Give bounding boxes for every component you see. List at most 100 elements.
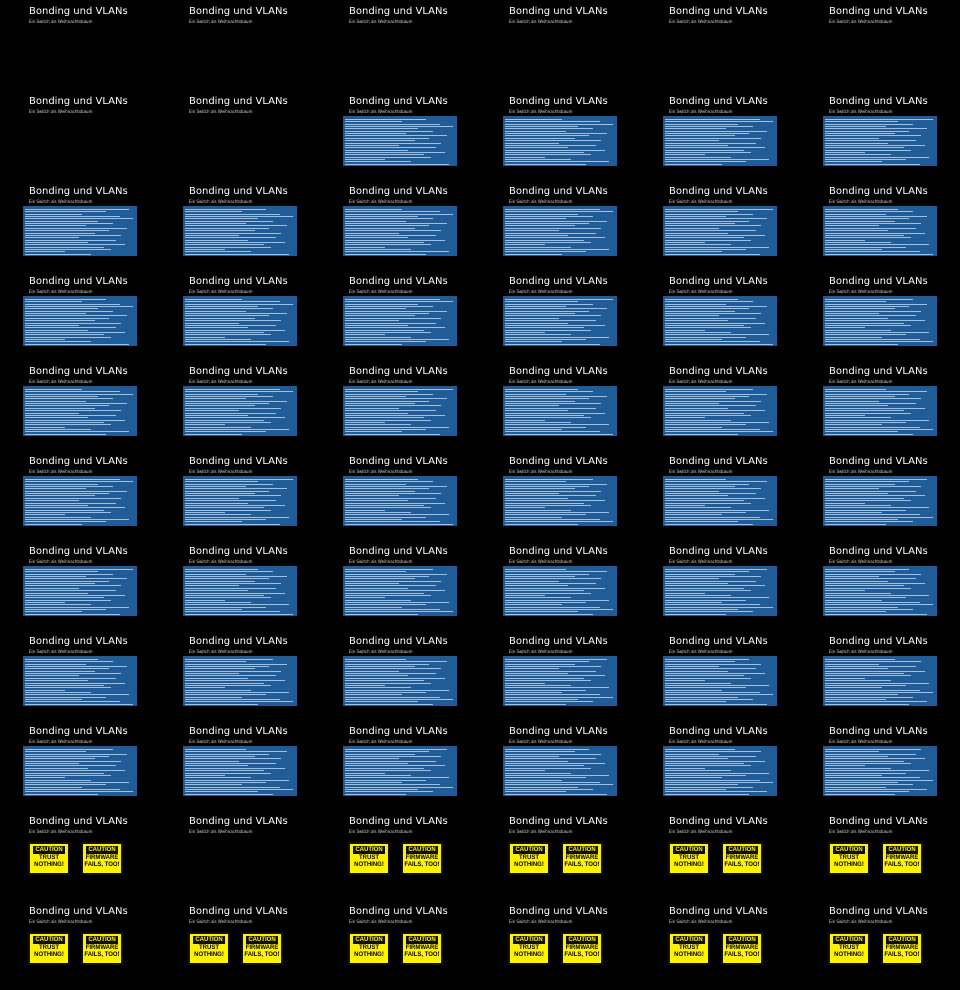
log-line bbox=[825, 410, 904, 412]
slide-thumbnail[interactable]: Bonding und VLANs Ein Switch als Weihnach… bbox=[160, 270, 320, 360]
slide-thumbnail[interactable]: Bonding und VLANs Ein Switch als Weihnach… bbox=[320, 810, 480, 900]
slide-thumbnail[interactable]: Bonding und VLANs Ein Switch als Weihnach… bbox=[320, 270, 480, 360]
slide-subtitle: Ein Switch als Weihnachtsbaum bbox=[349, 379, 413, 384]
slide-thumbnail[interactable]: Bonding und VLANs Ein Switch als Weihnach… bbox=[640, 270, 800, 360]
log-line bbox=[25, 426, 65, 428]
slide-thumbnail[interactable]: Bonding und VLANs Ein Switch als Weihnach… bbox=[0, 360, 160, 450]
slide-thumbnail[interactable]: Bonding und VLANs Ein Switch als Weihnach… bbox=[640, 360, 800, 450]
slide-thumbnail[interactable]: Bonding und VLANs Ein Switch als Weihnach… bbox=[480, 630, 640, 720]
slide-thumbnail[interactable]: Bonding und VLANs Ein Switch als Weihnach… bbox=[0, 180, 160, 270]
slide-thumbnail[interactable]: Bonding und VLANs Ein Switch als Weihnach… bbox=[320, 0, 480, 90]
slide-thumbnail[interactable]: Bonding und VLANs Ein Switch als Weihnach… bbox=[480, 270, 640, 360]
slide-thumbnail[interactable]: Bonding und VLANs Ein Switch als Weihnach… bbox=[320, 450, 480, 540]
log-line bbox=[505, 580, 559, 582]
log-line bbox=[345, 756, 441, 758]
slide-thumbnail[interactable]: Bonding und VLANs Ein Switch als Weihnach… bbox=[480, 450, 640, 540]
log-line bbox=[345, 590, 445, 592]
slide-thumbnail[interactable]: Bonding und VLANs Ein Switch als Weihnach… bbox=[160, 810, 320, 900]
log-line bbox=[185, 308, 273, 310]
slide-thumbnail[interactable]: Bonding und VLANs Ein Switch als Weihnach… bbox=[0, 810, 160, 900]
slide-thumbnail[interactable]: Bonding und VLANs Ein Switch als Weihnach… bbox=[640, 180, 800, 270]
slide-thumbnail[interactable]: Bonding und VLANs Ein Switch als Weihnach… bbox=[640, 90, 800, 180]
slide-thumbnail[interactable]: Bonding und VLANs Ein Switch als Weihnach… bbox=[800, 90, 960, 180]
slide-thumbnail[interactable]: Bonding und VLANs Ein Switch als Weihnach… bbox=[640, 900, 800, 990]
slide-thumbnail[interactable]: Bonding und VLANs Ein Switch als Weihnach… bbox=[320, 180, 480, 270]
slide-thumbnail[interactable]: Bonding und VLANs Ein Switch als Weihnach… bbox=[480, 900, 640, 990]
slide-thumbnail[interactable]: Bonding und VLANs Ein Switch als Weihnach… bbox=[160, 720, 320, 810]
slide-thumbnail[interactable]: Bonding und VLANs Ein Switch als Weihnach… bbox=[0, 270, 160, 360]
caution-heading: CAUTION bbox=[513, 846, 545, 854]
slide-thumbnail[interactable]: Bonding und VLANs Ein Switch als Weihnach… bbox=[800, 900, 960, 990]
log-line bbox=[505, 770, 545, 772]
slide-thumbnail[interactable]: Bonding und VLANs Ein Switch als Weihnach… bbox=[160, 0, 320, 90]
slide-thumbnail[interactable]: Bonding und VLANs Ein Switch als Weihnach… bbox=[800, 180, 960, 270]
slide-thumbnail[interactable]: Bonding und VLANs Ein Switch als Weihnach… bbox=[640, 540, 800, 630]
slide-thumbnail[interactable]: Bonding und VLANs Ein Switch als Weihnach… bbox=[0, 630, 160, 720]
log-line bbox=[25, 573, 113, 575]
slide-thumbnail[interactable]: Bonding und VLANs Ein Switch als Weihnach… bbox=[160, 90, 320, 180]
log-line bbox=[25, 784, 106, 786]
slide-thumbnail[interactable]: Bonding und VLANs Ein Switch als Weihnach… bbox=[800, 360, 960, 450]
slide-thumbnail[interactable]: Bonding und VLANs Ein Switch als Weihnach… bbox=[0, 900, 160, 990]
slide-thumbnail[interactable]: Bonding und VLANs Ein Switch als Weihnach… bbox=[480, 90, 640, 180]
slide-thumbnail[interactable]: Bonding und VLANs Ein Switch als Weihnach… bbox=[320, 540, 480, 630]
slide-subtitle: Ein Switch als Weihnachtsbaum bbox=[189, 739, 253, 744]
slide-thumbnail[interactable]: Bonding und VLANs Ein Switch als Weihnach… bbox=[160, 540, 320, 630]
slide-thumbnail[interactable]: Bonding und VLANs Ein Switch als Weihnach… bbox=[640, 630, 800, 720]
slide-thumbnail[interactable]: Bonding und VLANs Ein Switch als Weihnach… bbox=[480, 720, 640, 810]
slide-thumbnail[interactable]: Bonding und VLANs Ein Switch als Weihnach… bbox=[480, 0, 640, 90]
log-line bbox=[665, 573, 735, 575]
slide-thumbnail[interactable]: Bonding und VLANs Ein Switch als Weihnach… bbox=[0, 0, 160, 90]
log-line bbox=[665, 760, 765, 762]
slide-thumbnail[interactable]: Bonding und VLANs Ein Switch als Weihnach… bbox=[0, 450, 160, 540]
slide-thumbnail[interactable]: Bonding und VLANs Ein Switch als Weihnach… bbox=[160, 180, 320, 270]
log-line bbox=[665, 398, 735, 400]
slide-thumbnail[interactable]: Bonding und VLANs Ein Switch als Weihnach… bbox=[320, 630, 480, 720]
slide-thumbnail[interactable]: Bonding und VLANs Ein Switch als Weihnach… bbox=[480, 810, 640, 900]
slide-thumbnail[interactable]: Bonding und VLANs Ein Switch als Weihnach… bbox=[800, 720, 960, 810]
slide-thumbnail[interactable]: Bonding und VLANs Ein Switch als Weihnach… bbox=[800, 450, 960, 540]
slide-thumbnail[interactable]: Bonding und VLANs Ein Switch als Weihnach… bbox=[160, 360, 320, 450]
slide-thumbnail[interactable]: Bonding und VLANs Ein Switch als Weihnach… bbox=[0, 720, 160, 810]
slide-subtitle: Ein Switch als Weihnachtsbaum bbox=[29, 199, 93, 204]
slide-thumbnail[interactable]: Bonding und VLANs Ein Switch als Weihnach… bbox=[800, 810, 960, 900]
slide-thumbnail[interactable]: Bonding und VLANs Ein Switch als Weihnach… bbox=[480, 180, 640, 270]
slide-thumbnail[interactable]: Bonding und VLANs Ein Switch als Weihnach… bbox=[160, 630, 320, 720]
slide-thumbnail[interactable]: Bonding und VLANs Ein Switch als Weihnach… bbox=[480, 360, 640, 450]
log-line bbox=[345, 479, 418, 480]
slide-thumbnail[interactable]: Bonding und VLANs Ein Switch als Weihnach… bbox=[320, 360, 480, 450]
log-line bbox=[185, 336, 225, 338]
slide-thumbnail[interactable]: Bonding und VLANs Ein Switch als Weihnach… bbox=[640, 720, 800, 810]
slide-thumbnail[interactable]: Bonding und VLANs Ein Switch als Weihnach… bbox=[160, 450, 320, 540]
slide-thumbnail[interactable]: Bonding und VLANs Ein Switch als Weihnach… bbox=[320, 720, 480, 810]
slide-thumbnail[interactable]: Bonding und VLANs Ein Switch als Weihnach… bbox=[800, 0, 960, 90]
slide-thumbnail[interactable]: Bonding und VLANs Ein Switch als Weihnach… bbox=[640, 0, 800, 90]
slide-thumbnail[interactable]: Bonding und VLANs Ein Switch als Weihnach… bbox=[320, 90, 480, 180]
log-line bbox=[505, 486, 589, 488]
log-line bbox=[505, 587, 605, 589]
slide-thumbnail[interactable]: Bonding und VLANs Ein Switch als Weihnach… bbox=[800, 270, 960, 360]
slide-thumbnail[interactable]: Bonding und VLANs Ein Switch als Weihnach… bbox=[640, 450, 800, 540]
log-line bbox=[25, 590, 116, 592]
log-line bbox=[505, 161, 609, 163]
log-line bbox=[345, 587, 408, 589]
log-line bbox=[25, 248, 111, 250]
log-line bbox=[505, 774, 609, 776]
log-line bbox=[825, 223, 921, 225]
slide-title: Bonding und VLANs bbox=[189, 186, 288, 197]
slide-thumbnail[interactable]: Bonding und VLANs Ein Switch als Weihnach… bbox=[800, 630, 960, 720]
log-line bbox=[505, 417, 591, 419]
slide-thumbnail[interactable]: Bonding und VLANs Ein Switch als Weihnach… bbox=[480, 540, 640, 630]
slide-thumbnail[interactable]: Bonding und VLANs Ein Switch als Weihnach… bbox=[0, 90, 160, 180]
log-line bbox=[825, 486, 921, 488]
slide-thumbnail[interactable]: Bonding und VLANs Ein Switch als Weihnach… bbox=[320, 900, 480, 990]
slide-thumbnail[interactable]: Bonding und VLANs Ein Switch als Weihnach… bbox=[800, 540, 960, 630]
slide-thumbnail[interactable]: Bonding und VLANs Ein Switch als Weihnach… bbox=[0, 540, 160, 630]
log-line bbox=[345, 424, 411, 426]
slide-thumbnail[interactable]: Bonding und VLANs Ein Switch als Weihnach… bbox=[640, 810, 800, 900]
log-line bbox=[505, 151, 584, 153]
slide-thumbnail[interactable]: Bonding und VLANs Ein Switch als Weihnach… bbox=[160, 900, 320, 990]
log-line bbox=[345, 218, 433, 220]
log-line bbox=[505, 400, 575, 402]
caution-sign-right: CAUTION FIRMWARE FAILS, TOO! bbox=[81, 842, 123, 875]
